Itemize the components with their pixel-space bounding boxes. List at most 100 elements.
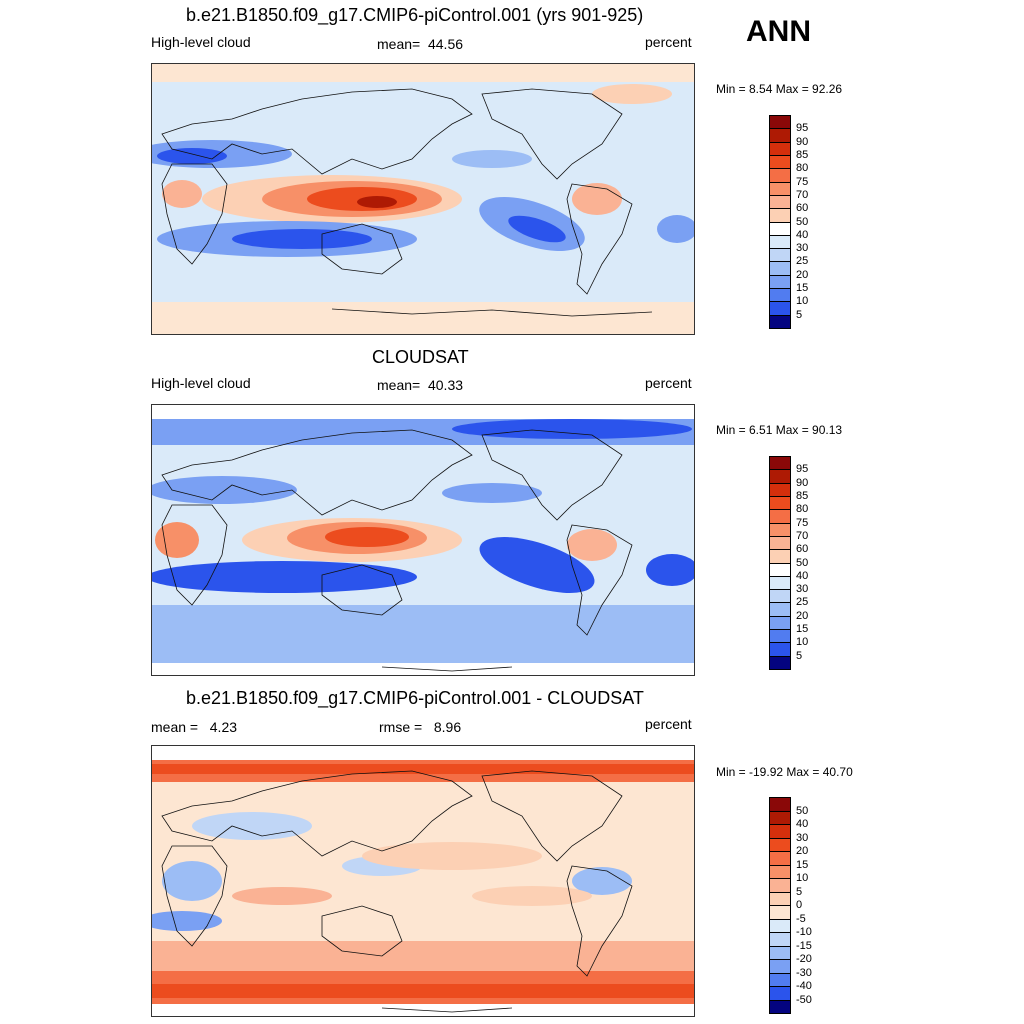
colorbar-tick-label: 25 xyxy=(796,596,809,609)
se-pacific-low-core xyxy=(508,215,566,243)
panel-obs-title: CLOUDSAT xyxy=(372,347,469,367)
n-atlantic-high xyxy=(592,84,672,104)
colorbar-tick-label: 60 xyxy=(796,543,809,556)
colorbar-tick-label: 75 xyxy=(796,175,809,188)
colorbar-tick-label: 10 xyxy=(796,872,809,884)
colorbar-box xyxy=(769,905,791,920)
colorbar-box xyxy=(769,615,791,631)
panel-diff-title: b.e21.B1850.f09_g17.CMIP6-piControl.001 … xyxy=(186,688,644,708)
coast-south-america xyxy=(566,524,633,636)
colorbar-box xyxy=(769,824,791,839)
colorbar-box xyxy=(769,642,791,657)
colorbar-box xyxy=(769,864,791,879)
colorbar-box xyxy=(769,248,791,263)
panel-diff-rmse: rmse = 8.96 xyxy=(379,720,461,734)
season-label: ANN xyxy=(746,15,811,48)
colorbar-tick-label: -5 xyxy=(796,912,806,925)
colorbar-box xyxy=(769,851,791,866)
s-indian-low-b xyxy=(152,561,417,593)
colorbar-box xyxy=(769,878,791,893)
africa-negative xyxy=(162,861,222,901)
panel-model-mean: mean= 44.56 xyxy=(377,37,463,51)
coast-north-america xyxy=(481,88,623,180)
panel-diff-rmse-value: 8.96 xyxy=(433,719,462,735)
colorbar-box xyxy=(769,837,791,852)
colorbar-tick-label: 5 xyxy=(796,885,803,898)
panel-model-mean-value: 44.56 xyxy=(427,36,464,52)
coast-australia xyxy=(321,223,403,275)
coast-australia xyxy=(321,564,403,616)
colorbar-box xyxy=(769,549,791,564)
amazon-high-b xyxy=(567,529,617,561)
panel-obs-map-svg xyxy=(152,405,694,675)
southern-mid-band xyxy=(152,941,694,971)
panel-model-map xyxy=(151,63,695,335)
colorbar-diff: 50 40 30 20 15 10 5 0 -5 -10 -15 -20 -30 -40 -50 xyxy=(769,797,812,1014)
colorbar-tick-label: 15 xyxy=(796,858,809,871)
s-indian-low-core xyxy=(232,229,372,249)
colorbar-box xyxy=(769,945,791,960)
colorbar-box xyxy=(769,234,791,250)
panel-diff-mean-label: mean = xyxy=(151,719,199,735)
colorbar-tick-label: 85 xyxy=(796,489,809,502)
colorbar-tick-label: 30 xyxy=(796,583,809,596)
colorbar-box xyxy=(769,261,791,276)
colorbar-box xyxy=(769,221,791,236)
arctic-low-core xyxy=(452,419,692,439)
colorbar-tick-label: 20 xyxy=(796,845,809,857)
coastlines xyxy=(161,770,633,1013)
colorbar-box xyxy=(769,891,791,906)
africa-high xyxy=(162,180,202,208)
colorbar-box xyxy=(769,522,791,537)
coast-north-america xyxy=(481,770,623,862)
colorbar-box xyxy=(769,655,791,670)
panel-obs-map xyxy=(151,404,695,676)
colorbar-box xyxy=(769,168,791,183)
colorbar-box xyxy=(769,932,791,947)
colorbar-tick-label: -40 xyxy=(796,980,812,992)
coast-antarctica xyxy=(381,1007,513,1013)
colorbar-tick-label: -30 xyxy=(796,966,812,979)
colorbar-box xyxy=(769,918,791,933)
panel-diff-units: percent xyxy=(645,716,692,732)
sahara-low-core xyxy=(157,148,227,164)
colorbar-tick-label: 90 xyxy=(796,135,809,148)
panel-diff-mean-value: 4.23 xyxy=(209,719,238,735)
panel-model-map-svg xyxy=(152,64,694,334)
colorbar-tick-label: 40 xyxy=(796,818,809,830)
southern-low-band xyxy=(152,605,694,663)
panel-diff-map-svg xyxy=(152,746,694,1016)
s-atlantic-low-b xyxy=(646,554,694,586)
colorbar-tick-label: 60 xyxy=(796,202,809,215)
asia-negative xyxy=(192,812,312,840)
indian-positive xyxy=(232,887,332,905)
sahara-low-b xyxy=(152,476,297,504)
amazon-negative xyxy=(572,867,632,895)
colorbar-box xyxy=(769,154,791,170)
amazon-high xyxy=(572,183,622,215)
s-atlantic-low xyxy=(657,215,694,243)
colorbar-box xyxy=(769,562,791,577)
arctic-positive-core xyxy=(152,764,694,774)
panel-diff-mean: mean = 4.23 xyxy=(151,720,237,734)
coast-antarctica xyxy=(381,666,513,672)
coast-africa xyxy=(161,504,228,606)
colorbar-tick-label: 5 xyxy=(796,649,803,662)
coast-south-america xyxy=(566,865,633,977)
colorbar-tick-label: 90 xyxy=(796,476,809,489)
panel-model-stats: Min = 8.54 Max = 92.26 xyxy=(716,82,843,96)
panel-obs-mean-label: mean= xyxy=(377,377,421,393)
colorbar-tick-label: 95 xyxy=(796,122,809,135)
colorbar-tick-label: 20 xyxy=(796,609,809,622)
colorbar-tick-label: 50 xyxy=(796,215,809,228)
colorbar-box xyxy=(769,208,791,223)
colorbar-tick-label: -50 xyxy=(796,993,812,1006)
colorbar-box xyxy=(769,115,791,130)
ne-pacific-low-b xyxy=(442,483,542,503)
colorbar-tick-label: 15 xyxy=(796,282,809,295)
coast-south-america xyxy=(566,183,633,295)
panel-obs-variable: High-level cloud xyxy=(151,375,251,391)
coastlines xyxy=(161,88,653,317)
colorbar-box xyxy=(769,589,791,604)
coastlines xyxy=(161,429,633,672)
